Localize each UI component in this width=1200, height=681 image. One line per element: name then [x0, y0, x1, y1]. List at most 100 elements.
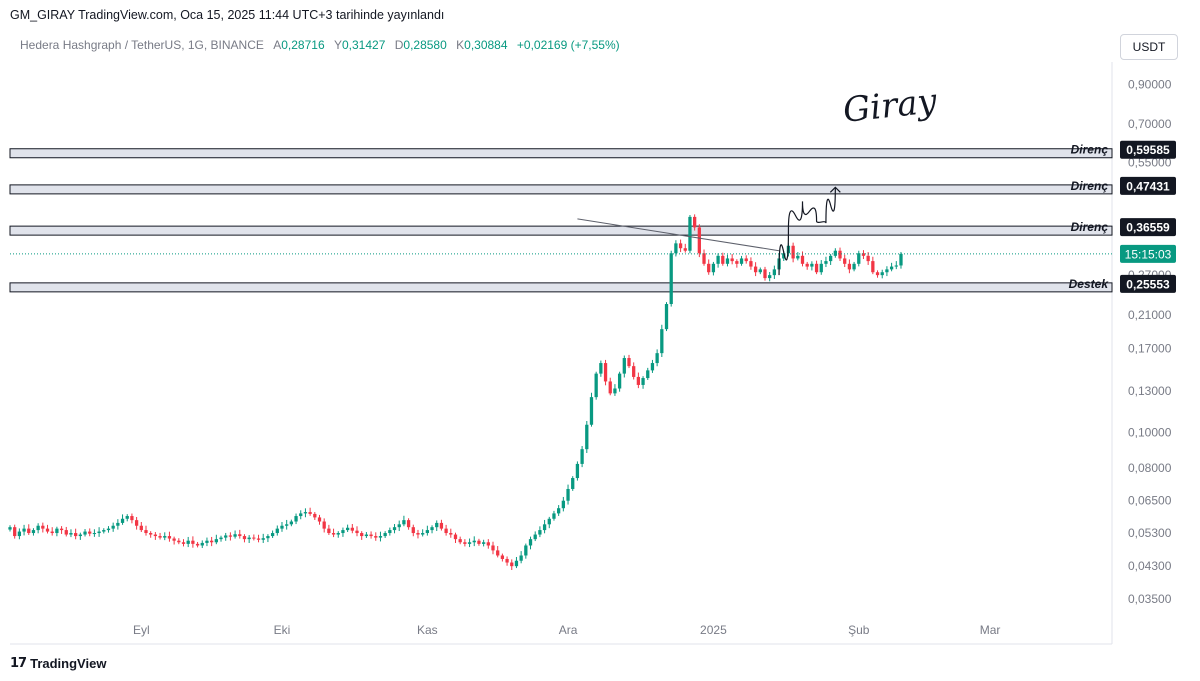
- symbol-name[interactable]: Hedera Hashgraph / TetherUS, 1G, BINANCE: [20, 38, 264, 52]
- candle-body: [580, 449, 584, 464]
- candle-body: [31, 530, 36, 534]
- candle-body: [13, 527, 17, 537]
- candle-body: [688, 216, 692, 251]
- level-price-box: [1120, 140, 1176, 159]
- candle-body: [294, 516, 298, 522]
- candle-body: [299, 513, 303, 517]
- candle-body: [64, 530, 68, 535]
- candle-body: [17, 531, 22, 537]
- level-price-label: 0,25553: [1126, 277, 1170, 291]
- level-tag: Destek: [1069, 277, 1110, 291]
- candle-body: [538, 530, 542, 535]
- candle-body: [50, 531, 54, 534]
- candle-body: [8, 527, 12, 530]
- candle-body: [613, 388, 617, 394]
- candle-body: [636, 376, 641, 385]
- candle-body: [106, 528, 111, 531]
- candle-body: [224, 535, 228, 538]
- candle-body: [824, 261, 828, 264]
- candle-body: [120, 518, 125, 523]
- candle-body: [632, 366, 636, 377]
- tradingview-logo[interactable]: 𝟭𝟳 TradingView: [10, 655, 106, 671]
- candle-body: [519, 555, 523, 561]
- trendline: [577, 218, 780, 252]
- level-zone: [9, 225, 1113, 236]
- candle-body: [768, 275, 772, 279]
- candle-body: [45, 528, 50, 532]
- candle-body: [238, 534, 242, 537]
- candle-body: [317, 517, 322, 522]
- candle-body: [233, 534, 237, 537]
- candle-body: [660, 329, 664, 354]
- candle-body: [411, 527, 415, 534]
- price-tick-label: 0,21000: [1128, 308, 1172, 322]
- candle-body: [219, 537, 223, 540]
- candle-body: [172, 538, 176, 541]
- high-label: Y: [333, 38, 342, 52]
- candle-body: [528, 539, 533, 546]
- candle-body: [102, 530, 106, 532]
- candle-body: [899, 253, 903, 266]
- candle-body: [622, 358, 626, 374]
- candle-body: [810, 263, 814, 267]
- candle-body: [149, 533, 153, 535]
- candle-body: [875, 272, 880, 276]
- time-tick-label: Eyl: [133, 623, 150, 637]
- candle-body: [83, 531, 87, 535]
- candle-body: [594, 373, 598, 398]
- candle-body: [763, 269, 767, 279]
- candle-body: [505, 558, 509, 563]
- currency-button[interactable]: USDT: [1120, 34, 1178, 60]
- candle-body: [280, 525, 284, 529]
- candle-body: [256, 538, 261, 540]
- candle-body: [378, 536, 383, 538]
- price-tick-label: 0,05300: [1128, 526, 1172, 540]
- candle-body: [416, 533, 420, 535]
- candle-body: [739, 258, 744, 264]
- candle-body: [655, 353, 659, 364]
- level-zone: [9, 148, 1113, 159]
- candle-body: [195, 543, 200, 546]
- candle-body: [439, 522, 444, 529]
- level-price-box: [1120, 176, 1176, 195]
- candle-body: [191, 540, 195, 544]
- candle-body: [74, 533, 78, 537]
- candle-body: [683, 248, 687, 251]
- candle-body: [341, 530, 345, 534]
- candle-body: [69, 533, 73, 535]
- level-zone: [9, 282, 1113, 293]
- candle-body: [275, 528, 279, 534]
- candle-body: [566, 488, 570, 501]
- candle-body: [55, 528, 59, 534]
- projection-path: [778, 187, 836, 276]
- candle-body: [111, 525, 115, 529]
- candle-body: [782, 253, 786, 259]
- candle-body: [847, 263, 852, 270]
- candle-body: [585, 424, 589, 450]
- candle-body: [322, 521, 326, 529]
- candle-body: [547, 518, 551, 525]
- candle-body: [360, 533, 364, 537]
- candle-body: [205, 540, 209, 543]
- price-tick-label: 0,10000: [1128, 425, 1172, 439]
- candle-body: [425, 530, 429, 534]
- time-tick-label: Kas: [417, 623, 438, 637]
- time-tick-label: Ara: [559, 623, 578, 637]
- candle-body: [270, 533, 275, 537]
- candle-body: [758, 269, 762, 273]
- candle-body: [266, 536, 270, 539]
- price-tick-label: 0,70000: [1128, 117, 1172, 131]
- candle-body: [383, 533, 387, 537]
- candle-body: [97, 531, 101, 534]
- candle-body: [467, 542, 472, 544]
- candle-body: [331, 533, 336, 535]
- price-tick-label: 0,17000: [1128, 341, 1172, 355]
- candle-body: [177, 540, 181, 543]
- candle-body: [510, 562, 514, 567]
- candle-body: [153, 534, 158, 537]
- candle-body: [486, 542, 490, 546]
- price-tick-label: 0,55000: [1128, 155, 1172, 169]
- candle-body: [327, 528, 331, 534]
- candle-body: [678, 243, 683, 249]
